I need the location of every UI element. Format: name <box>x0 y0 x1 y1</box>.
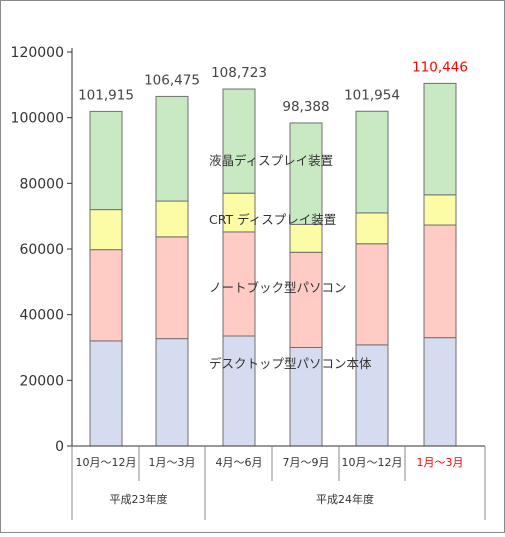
y-tick-label: 80000 <box>19 176 64 192</box>
x-tick-label: 1月～3月 <box>149 456 196 469</box>
bar-segment <box>222 192 256 233</box>
bar-segment <box>222 335 256 447</box>
x-tick-label: 10月～12月 <box>76 456 137 469</box>
bar-segment <box>423 224 457 339</box>
bar-segment <box>423 194 457 226</box>
bar-segment <box>289 223 323 253</box>
group-label: 平成23年度 <box>110 492 168 506</box>
bar-segment <box>423 82 457 196</box>
bars-layer <box>89 82 457 447</box>
bar-total-label: 101,954 <box>344 87 400 103</box>
bar-segment <box>355 212 389 245</box>
bar-segment <box>155 236 189 340</box>
x-tick-label: 10月～12月 <box>342 456 403 469</box>
bar-segment <box>355 243 389 346</box>
x-tick-label: 7月～9月 <box>283 456 330 469</box>
series-label: デスクトップ型パソコン本体 <box>209 356 372 371</box>
bar-total-label: 101,915 <box>78 87 134 103</box>
bar-segment <box>89 340 123 447</box>
bar-segment <box>89 209 123 251</box>
bar-segment <box>423 337 457 447</box>
bar-total-label: 110,446 <box>412 59 468 75</box>
series-label: ノートブック型パソコン <box>209 280 347 295</box>
bar-segment <box>289 122 323 225</box>
bar-segment <box>89 249 123 342</box>
bar-total-label: 98,388 <box>282 99 329 115</box>
y-tick-label: 0 <box>55 439 64 455</box>
bar-segment <box>355 110 389 214</box>
bar-total-label: 108,723 <box>211 65 267 81</box>
y-tick-label: 40000 <box>19 308 64 324</box>
bar-segment <box>89 110 123 211</box>
axes-layer <box>67 48 486 520</box>
group-label: 平成24年度 <box>316 492 374 506</box>
x-tick-label: 1月～3月 <box>417 456 464 469</box>
y-tick-label: 100000 <box>11 111 64 127</box>
bar-segment <box>155 200 189 238</box>
bar-segment <box>155 95 189 202</box>
x-tick-label: 4月～6月 <box>216 456 263 469</box>
bar-segment <box>289 251 323 349</box>
labels-layer: 0 20000 40000 60000 80000 100000 120000 101,915… <box>11 45 468 506</box>
series-label: 液晶ディスプレイ装置 <box>209 153 333 168</box>
bar-segment <box>155 338 189 447</box>
bar-segment <box>355 344 389 447</box>
y-tick-label: 120000 <box>11 45 64 61</box>
bar-segment <box>222 88 256 194</box>
bar-segment <box>222 231 256 337</box>
series-label: CRT ディスプレイ装置 <box>209 212 336 227</box>
bar-total-label: 106,475 <box>144 72 200 88</box>
y-tick-label: 20000 <box>19 373 64 389</box>
y-tick-label: 60000 <box>19 242 64 258</box>
